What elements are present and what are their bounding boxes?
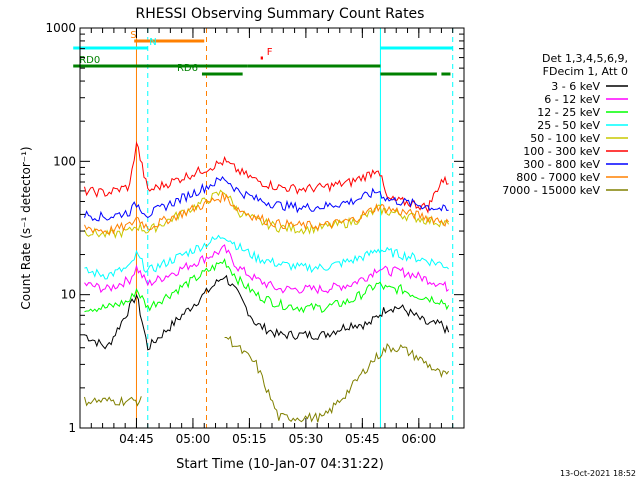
y-tick-label-1: 10: [61, 288, 76, 302]
y-tick-label-3: 1000: [45, 21, 76, 35]
series-line-8-0: [84, 395, 142, 407]
y-tick-label-2: 100: [53, 154, 76, 168]
chart-title: RHESSI Observing Summary Count Rates: [136, 6, 425, 22]
series-line-7-0: [84, 192, 450, 235]
y-axis-label: Count Rate (s⁻¹ detector⁻¹): [19, 146, 33, 309]
series-line-4-0: [84, 189, 450, 239]
x-tick-label-3: 05:30: [289, 432, 324, 446]
legend-label-8: 7000 - 15000 keV: [502, 184, 600, 197]
legend-label-3: 25 - 50 keV: [537, 119, 600, 132]
legend-label-5: 100 - 300 keV: [523, 145, 600, 158]
flag-label-4: RD0: [79, 55, 100, 66]
legend-header-1: FDecim 1, Att 0: [543, 65, 628, 78]
flag-label-0: S: [130, 30, 136, 41]
series-line-6-0: [84, 175, 449, 222]
legend-label-0: 3 - 6 keV: [551, 80, 600, 93]
x-axis-label: Start Time (10-Jan-07 04:31:22): [176, 457, 384, 472]
legend-label-1: 6 - 12 keV: [544, 93, 600, 106]
plot-area: S N F RD0 RD6: [73, 28, 454, 428]
series-line-8-1: [224, 335, 450, 423]
legend-label-6: 300 - 800 keV: [523, 158, 600, 171]
x-tick-label-1: 05:00: [176, 432, 211, 446]
flag-label-3: F: [267, 47, 273, 58]
series-line-3-0: [84, 234, 449, 280]
axes: 1 10 100 1000 04:45 05:00 05:15 05:30 05:45 06:00: [45, 21, 465, 446]
series-line-1-0: [84, 244, 449, 295]
flag-label-5: RD6: [177, 63, 198, 74]
x-tick-label-2: 05:15: [232, 432, 267, 446]
x-tick-label-4: 05:45: [345, 432, 380, 446]
series-line-5-0: [84, 141, 449, 214]
x-tick-label-0: 04:45: [119, 432, 154, 446]
y-tick-label-0: 1: [68, 421, 76, 435]
legend-label-4: 50 - 100 keV: [530, 132, 600, 145]
flag-label-1: N: [149, 37, 156, 48]
legend: Det 1,3,4,5,6,9,FDecim 1, Att 0 3 - 6 keV…: [502, 52, 628, 197]
footer-date: 13-Oct-2021 18:52: [560, 469, 636, 478]
legend-label-7: 800 - 7000 keV: [516, 171, 600, 184]
legend-header-0: Det 1,3,4,5,6,9,: [542, 52, 628, 65]
x-tick-label-5: 06:00: [402, 432, 437, 446]
axis-frame: [79, 27, 465, 429]
legend-label-2: 12 - 25 keV: [537, 106, 600, 119]
series-line-0-0: [84, 274, 450, 351]
series-line-2-0: [84, 258, 450, 314]
